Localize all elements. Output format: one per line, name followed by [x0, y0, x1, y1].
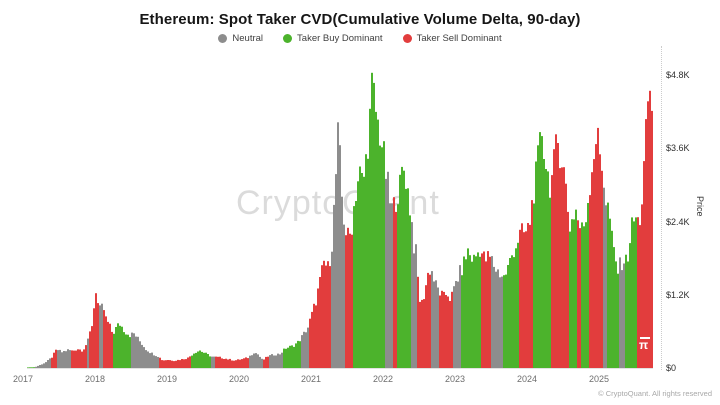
- price-area-svg: [27, 72, 653, 368]
- x-tick-2023: 2023: [444, 374, 466, 384]
- y-tick-4800: $4.8K: [666, 70, 690, 80]
- chart-title: Ethereum: Spot Taker CVD(Cumulative Volu…: [139, 11, 581, 28]
- chart-legend: Neutral Taker Buy Dominant Taker Sell Do…: [0, 33, 720, 44]
- y-axis-title: Price: [695, 196, 705, 217]
- legend-label: Neutral: [232, 33, 264, 44]
- x-tick-2017: 2017: [12, 374, 34, 384]
- x-tick-2024: 2024: [516, 374, 538, 384]
- x-tick-2021: 2021: [300, 374, 322, 384]
- y-tick-3600: $3.6K: [666, 143, 690, 153]
- sell-dot-icon: [402, 34, 412, 43]
- price-area-chart[interactable]: [27, 60, 653, 368]
- x-axis-baseline: [27, 368, 653, 369]
- x-tick-2025: 2025: [588, 374, 610, 384]
- y-axis-line: [661, 46, 662, 370]
- legend-item-taker-sell[interactable]: Taker Sell Dominant: [402, 33, 502, 44]
- y-tick-2400: $2.4K: [666, 217, 690, 227]
- y-tick-0: $0: [666, 363, 677, 373]
- legend-label: Taker Sell Dominant: [416, 33, 502, 44]
- buy-dot-icon: [283, 34, 293, 43]
- x-tick-2022: 2022: [372, 374, 394, 384]
- legend-item-taker-buy[interactable]: Taker Buy Dominant: [283, 33, 383, 44]
- x-tick-2018: 2018: [84, 374, 106, 384]
- legend-item-neutral[interactable]: Neutral: [218, 33, 263, 44]
- neutral-dot-icon: [218, 34, 228, 43]
- y-tick-1200: $1.2K: [666, 290, 690, 300]
- cryptoquant-logo-icon: π: [639, 337, 650, 352]
- x-tick-2020: 2020: [228, 374, 250, 384]
- copyright-text: © CryptoQuant. All rights reserved: [598, 389, 712, 398]
- legend-label: Taker Buy Dominant: [297, 33, 383, 44]
- x-tick-2019: 2019: [156, 374, 178, 384]
